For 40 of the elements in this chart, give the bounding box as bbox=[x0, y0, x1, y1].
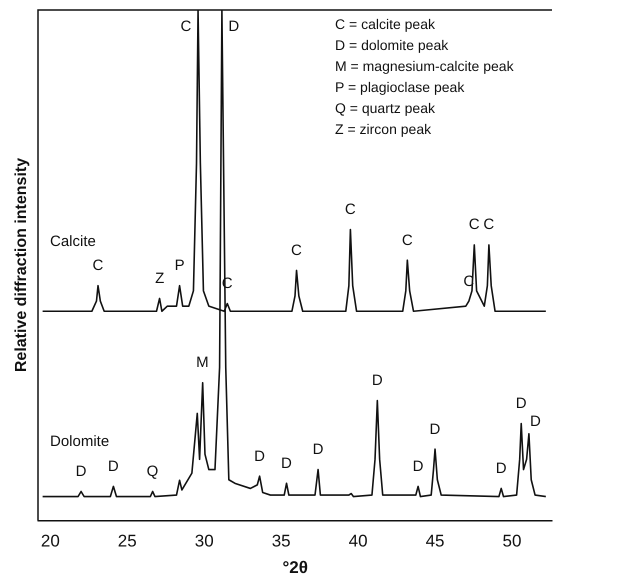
annotation: D bbox=[281, 454, 292, 472]
x-axis-title: °2θ bbox=[282, 558, 308, 577]
x-tick-label: 45 bbox=[426, 531, 445, 550]
x-tick-label: 50 bbox=[502, 531, 522, 550]
annotation: Z = zircon peak bbox=[335, 121, 432, 137]
x-tick-label: 35 bbox=[272, 531, 291, 550]
annotation: C bbox=[180, 18, 192, 34]
annotation: D bbox=[412, 458, 424, 475]
annotation: P = plagioclase peak bbox=[335, 79, 464, 95]
x-tick-label: 30 bbox=[194, 531, 214, 550]
annotation: D bbox=[254, 448, 265, 465]
annotation: P bbox=[174, 257, 185, 274]
annotation: Q bbox=[146, 462, 158, 480]
annotation: M = magnesium-calcite peak bbox=[335, 58, 514, 74]
annotation: D bbox=[496, 460, 507, 477]
annotation: Z bbox=[155, 270, 164, 287]
annotation: C = calcite peak bbox=[335, 16, 435, 32]
x-tick-label: 25 bbox=[118, 531, 137, 550]
annotation: C bbox=[468, 216, 480, 234]
annotation: C bbox=[291, 242, 302, 259]
annotation: C bbox=[92, 257, 104, 274]
annotation: C bbox=[344, 201, 356, 218]
annotation: D bbox=[372, 372, 383, 390]
annotation: D bbox=[516, 395, 527, 412]
annotation: D bbox=[430, 420, 440, 438]
x-tick-label: 20 bbox=[40, 531, 60, 550]
annotation: D bbox=[530, 413, 541, 430]
text: Calcite bbox=[50, 232, 96, 250]
annotation: Q = quartz peak bbox=[335, 100, 436, 116]
annotation: D bbox=[228, 18, 240, 34]
annotation: C bbox=[483, 216, 494, 234]
annotation: D = dolomite peak bbox=[335, 37, 448, 53]
x-tick-label: 40 bbox=[348, 531, 368, 550]
annotation: M bbox=[196, 354, 209, 372]
annotation: C bbox=[402, 232, 413, 249]
annotation: D bbox=[108, 458, 119, 475]
y-axis-title: Relative diffraction intensity bbox=[13, 158, 30, 372]
text: Dolomite bbox=[50, 433, 110, 450]
annotation: D bbox=[76, 462, 86, 480]
annotation: D bbox=[312, 441, 324, 458]
